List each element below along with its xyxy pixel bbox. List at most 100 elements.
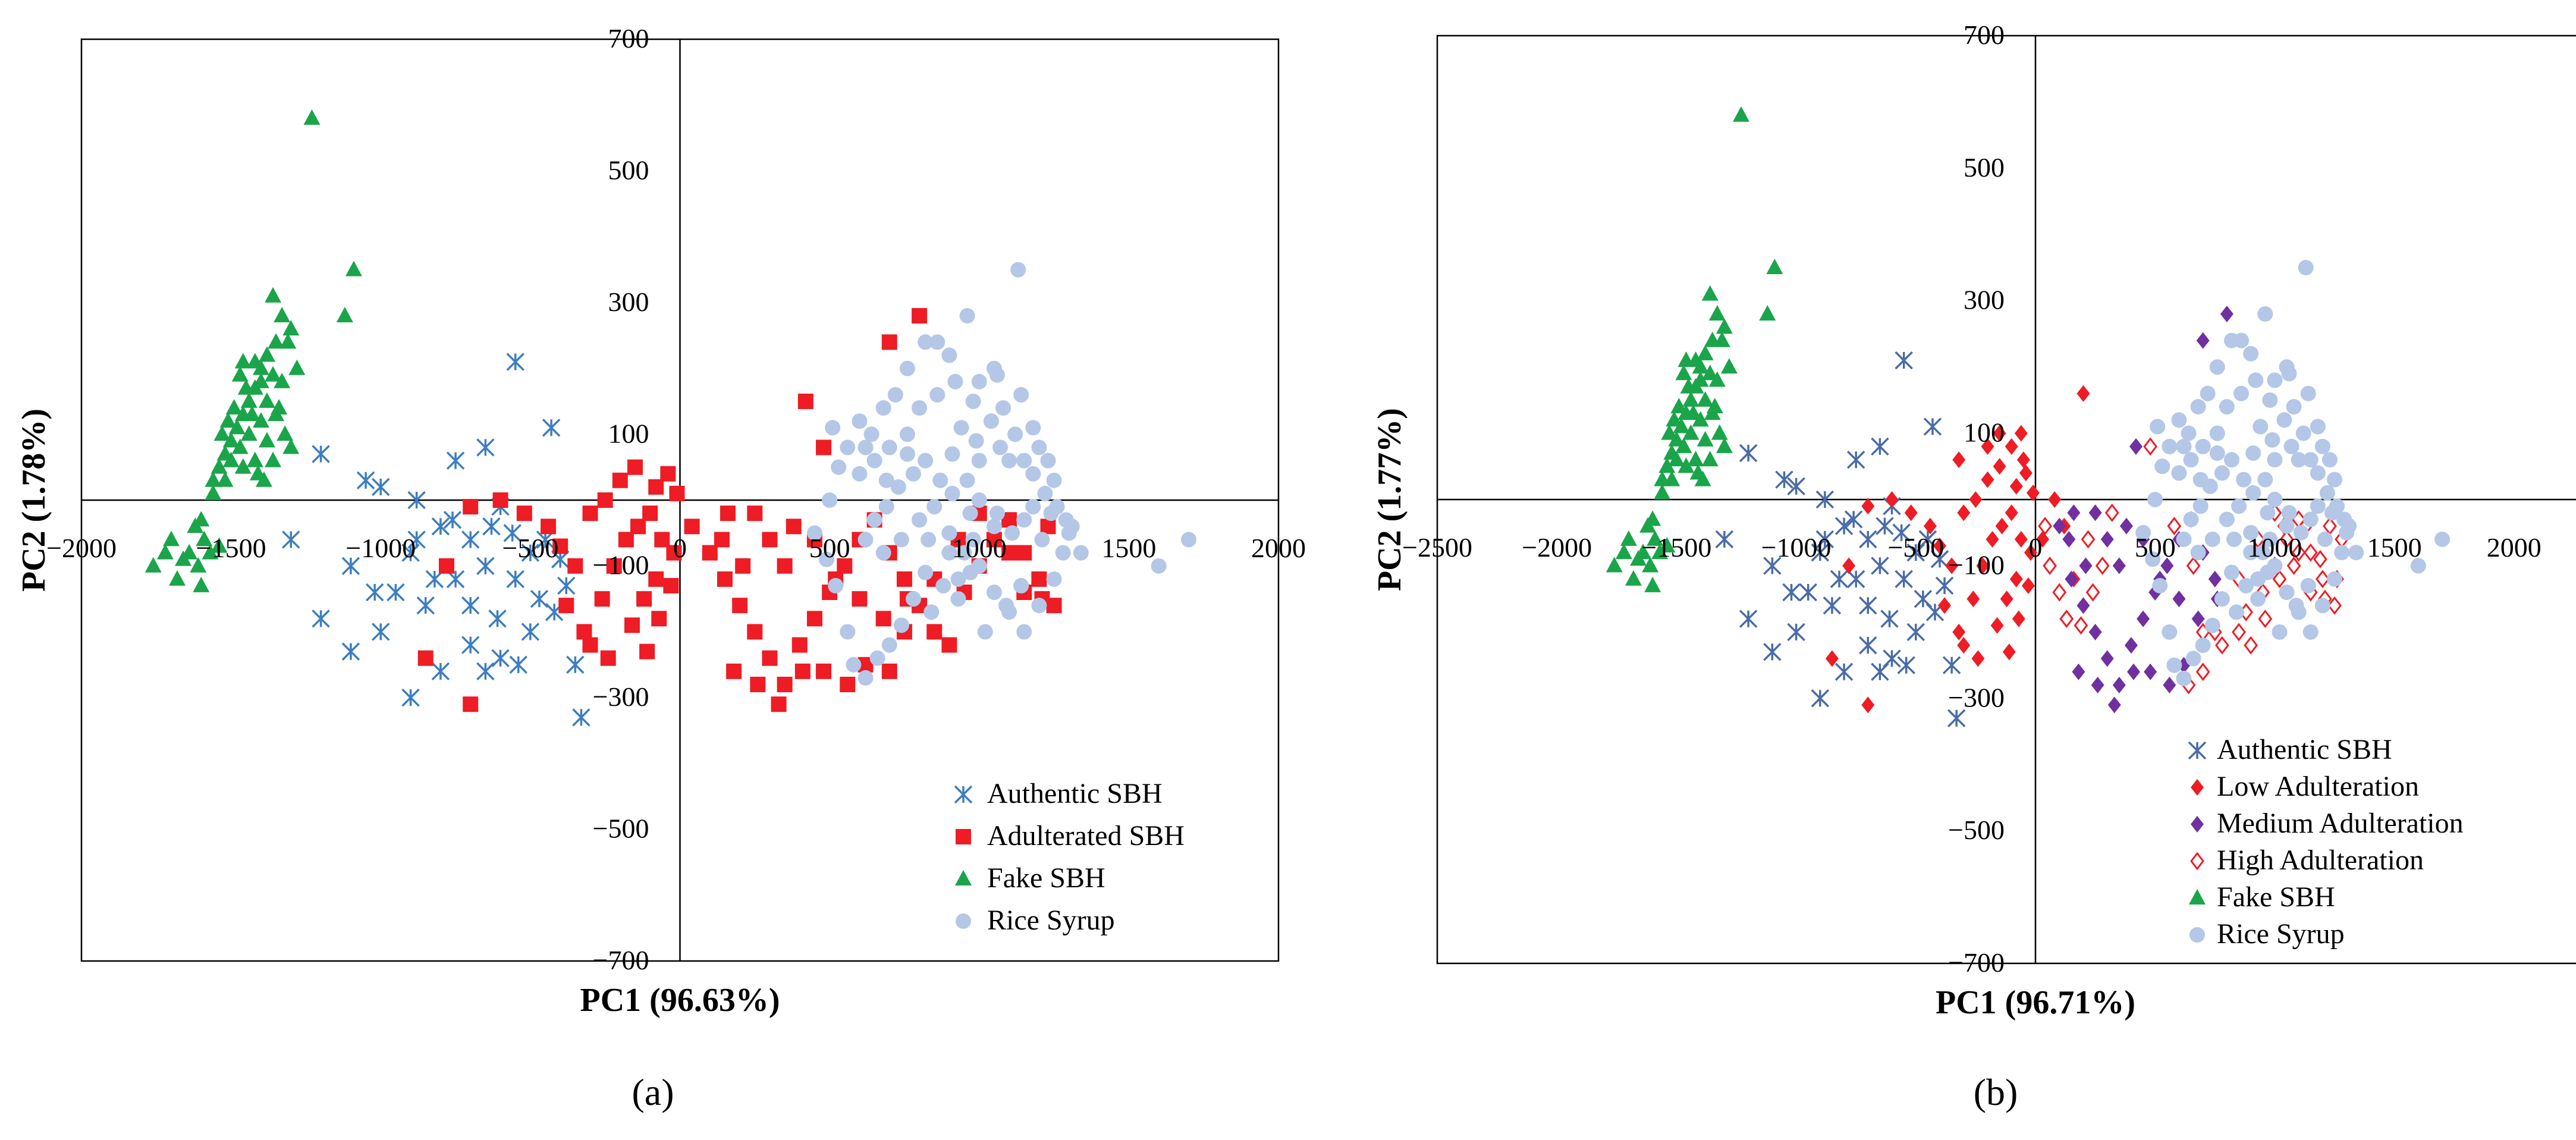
data-point [663,577,679,593]
data-point [1895,570,1913,588]
data-point [965,532,981,548]
data-point [2260,564,2276,580]
data-point [463,499,479,515]
data-point [893,532,909,548]
y-tick-label: 500 [608,155,649,185]
data-point [2267,372,2283,388]
data-point [2281,366,2297,382]
data-point [2009,478,2023,495]
data-point [365,583,384,602]
data-point [950,591,966,607]
data-point [2303,543,2318,562]
data-point [1685,404,1702,420]
data-point [2195,662,2210,682]
data-point [1606,557,1623,573]
data-point [2315,570,2330,589]
data-point [2291,452,2307,468]
data-point [816,439,832,456]
data-point [205,471,222,487]
data-point [1995,517,2009,535]
data-point [857,439,874,456]
data-point [1739,610,1758,628]
data-point [2209,445,2225,461]
data-point [2323,517,2337,536]
data-point [2185,651,2201,667]
data-point [899,446,915,462]
x-tick-label: −2000 [1522,532,1592,563]
data-point [786,519,802,535]
data-point [1651,544,1669,560]
data-point [1846,450,1865,469]
data-point [255,471,272,487]
data-point [660,466,676,482]
data-point [1923,417,1942,436]
data-point [2172,591,2186,608]
data-point [875,545,891,561]
data-point [1947,709,1966,727]
x-tick-label: 1000 [2247,532,2302,563]
data-point [225,399,243,414]
data-point [1181,532,1197,548]
data-point [2036,530,2050,548]
y-tick-label: −500 [1948,815,2005,845]
data-point [1040,453,1056,469]
data-point [582,637,598,653]
data-point [202,544,219,560]
data-point [228,419,246,435]
data-point [624,617,640,633]
data-point [2244,636,2258,655]
data-point [1935,576,1954,595]
panel-b-legend: Authentic SBH Low Adulteration Medium Adul… [2188,734,2464,950]
y-tick-label: 300 [608,287,649,317]
panel-a-x-axis-label: PC1 (96.63%) [580,982,780,1019]
data-point [918,334,934,350]
data-point [1004,525,1020,541]
data-point [341,557,360,575]
data-point [906,466,922,482]
data-point [2302,624,2319,640]
data-point [2129,438,2143,455]
data-point [2255,545,2271,561]
x-tick-label: −500 [1887,532,1944,563]
data-point [857,670,874,686]
data-point [2288,598,2304,614]
data-point [231,366,249,382]
data-point [274,372,291,388]
data-point [2279,585,2295,600]
data-point [2074,616,2088,635]
data-point [1025,499,1041,515]
data-point [372,478,390,497]
data-point [2286,399,2302,414]
data-point [1957,504,1971,522]
data-point [2005,438,2018,455]
data-point [1046,472,1062,488]
data-point [356,471,375,490]
data-point [193,576,210,592]
data-point [169,570,186,586]
data-point [2298,260,2314,275]
data-point [816,663,832,679]
data-point [893,617,909,633]
data-point [852,591,868,607]
data-point [1834,662,1854,681]
data-point [1680,378,1697,394]
data-point [1708,305,1726,321]
data-point [282,438,300,454]
data-point [1871,557,1889,575]
data-point [1046,571,1062,587]
data-point [947,373,963,390]
x-tick-label: 0 [673,533,687,563]
data-point [2119,517,2133,535]
data-point [431,517,450,536]
data-point [2236,472,2252,488]
data-point [1799,583,1817,602]
data-point [1711,424,1728,440]
data-point [2243,346,2259,362]
data-point [651,611,667,627]
data-point [2019,464,2032,482]
data-point [491,649,510,667]
data-point [2238,577,2254,593]
data-point [771,696,787,712]
data-point [572,708,590,727]
data-point [2253,419,2269,435]
